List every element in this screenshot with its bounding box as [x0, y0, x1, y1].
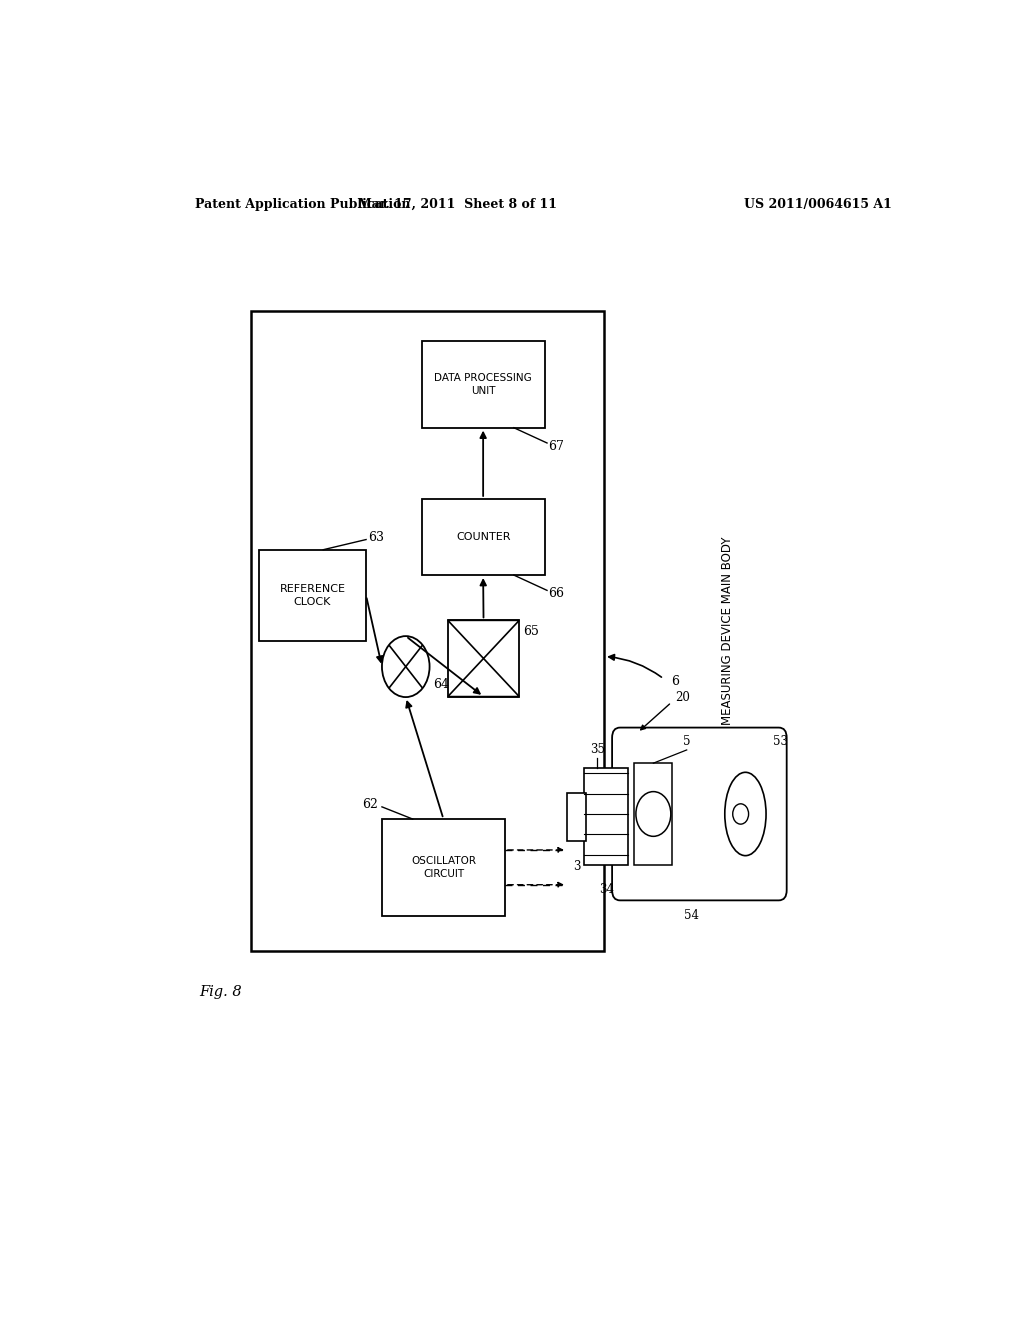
Text: DATA PROCESSING
UNIT: DATA PROCESSING UNIT: [434, 374, 532, 396]
Text: 67: 67: [549, 440, 564, 453]
Bar: [382, 818, 505, 916]
Text: 66: 66: [549, 587, 564, 599]
Circle shape: [382, 636, 430, 697]
Text: 65: 65: [523, 626, 539, 639]
Text: 34: 34: [599, 883, 613, 896]
Text: Mar. 17, 2011  Sheet 8 of 11: Mar. 17, 2011 Sheet 8 of 11: [357, 198, 557, 211]
Circle shape: [636, 792, 671, 837]
Bar: [585, 768, 628, 865]
Ellipse shape: [725, 772, 766, 855]
Text: 6: 6: [672, 676, 680, 688]
Text: 63: 63: [368, 531, 384, 544]
FancyBboxPatch shape: [612, 727, 786, 900]
Bar: [259, 549, 367, 642]
Text: 20: 20: [676, 690, 690, 704]
Text: 3: 3: [572, 859, 581, 873]
Text: 54: 54: [684, 908, 699, 921]
Circle shape: [733, 804, 749, 824]
Text: US 2011/0064615 A1: US 2011/0064615 A1: [744, 198, 892, 211]
Text: 35: 35: [590, 743, 605, 756]
Bar: [567, 792, 586, 841]
Text: REFERENCE
CLOCK: REFERENCE CLOCK: [280, 583, 345, 607]
Polygon shape: [447, 659, 519, 697]
Bar: [447, 620, 519, 697]
Text: Patent Application Publication: Patent Application Publication: [196, 198, 411, 211]
Polygon shape: [447, 620, 519, 659]
Text: OSCILLATOR
CIRCUIT: OSCILLATOR CIRCUIT: [411, 855, 476, 879]
Text: 62: 62: [362, 799, 378, 812]
Bar: [422, 499, 545, 576]
Bar: [634, 763, 673, 865]
Text: 5: 5: [683, 735, 690, 748]
Text: COUNTER: COUNTER: [456, 532, 510, 543]
Bar: [422, 342, 545, 428]
Bar: [251, 312, 604, 952]
Text: 64: 64: [433, 678, 450, 692]
Text: 53: 53: [773, 735, 788, 748]
Text: Fig. 8: Fig. 8: [200, 985, 242, 999]
Text: MEASURING DEVICE MAIN BODY: MEASURING DEVICE MAIN BODY: [721, 537, 733, 725]
